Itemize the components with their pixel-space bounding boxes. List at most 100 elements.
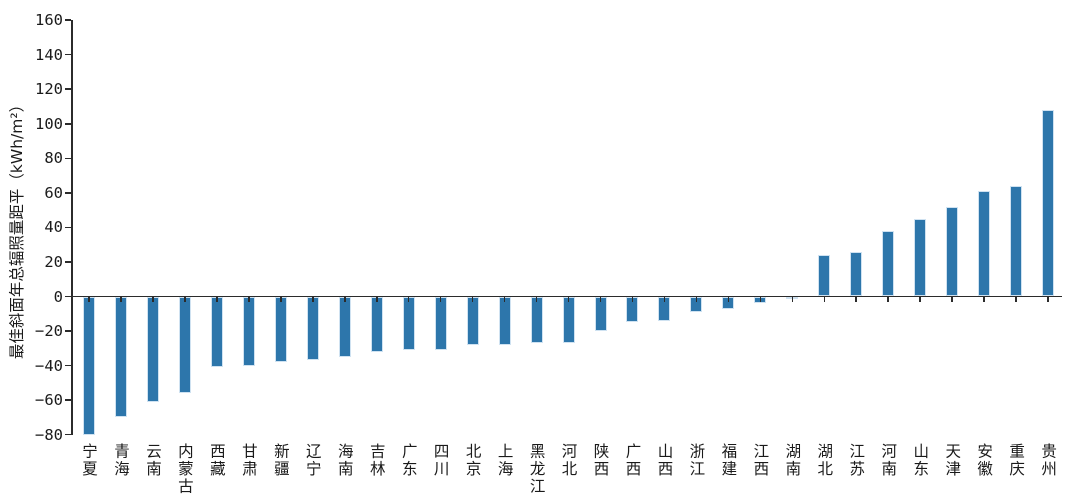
bar-黑龙江: [530, 296, 543, 344]
zero-baseline: [71, 295, 1062, 298]
x-tick-mark: [727, 297, 730, 302]
y-tick-mark: [65, 19, 71, 21]
bar-贵州: [1042, 109, 1055, 297]
y-tick-mark: [65, 157, 71, 160]
x-category-label: 重庆: [1007, 443, 1026, 478]
x-category-label: 宁夏: [80, 443, 98, 478]
x-category-label: 北京: [463, 443, 482, 478]
y-tick-label: −80: [35, 425, 63, 444]
x-tick-mark: [375, 297, 378, 302]
x-category-label: 四川: [431, 443, 450, 478]
x-tick-mark: [791, 297, 794, 302]
x-category-label: 山西: [655, 443, 674, 478]
x-category-label: 上海: [495, 443, 514, 478]
x-tick-mark: [280, 297, 282, 302]
x-category-label: 黑龙江: [527, 443, 546, 496]
x-category-label: 浙江: [687, 443, 706, 478]
x-category-label: 江苏: [847, 443, 866, 478]
y-tick-mark: [65, 53, 71, 56]
x-category-label: 云南: [143, 443, 162, 478]
x-category-label: 甘肃: [239, 443, 258, 478]
x-category-label: 河南: [879, 443, 898, 478]
bar-北京: [466, 296, 479, 345]
x-category-label: 辽宁: [303, 443, 322, 478]
bar-上海: [498, 296, 511, 345]
bar-辽宁: [306, 296, 319, 361]
x-category-label: 青海: [111, 443, 130, 478]
bar-甘肃: [242, 296, 255, 366]
y-tick-label: 100: [35, 114, 63, 133]
y-tick-mark: [65, 192, 71, 194]
x-tick-mark: [695, 297, 698, 302]
x-tick-mark: [439, 297, 442, 302]
x-category-label: 陕西: [591, 443, 610, 478]
y-tick-label: 40: [44, 218, 63, 237]
x-tick-mark: [535, 297, 538, 302]
y-tick-label: −60: [35, 391, 63, 410]
x-tick-mark: [919, 297, 921, 302]
y-tick-label: −20: [35, 322, 63, 341]
x-tick-mark: [663, 297, 666, 302]
bar-宁夏: [83, 296, 95, 435]
y-tick-mark: [65, 295, 71, 298]
x-category-label: 安徽: [975, 443, 994, 478]
x-tick-mark: [1015, 297, 1017, 302]
x-tick-mark: [311, 297, 314, 302]
bar-青海: [114, 296, 127, 418]
x-tick-mark: [567, 297, 570, 302]
x-category-label: 广东: [399, 443, 418, 478]
bar-云南: [146, 296, 159, 402]
x-category-label: 江西: [751, 443, 770, 478]
y-tick-label: 80: [44, 149, 63, 168]
x-category-label: 湖北: [815, 443, 834, 478]
bar-内蒙古: [178, 296, 191, 394]
x-category-label: 海南: [335, 443, 354, 478]
x-tick-mark: [887, 297, 890, 302]
x-category-label: 山东: [911, 443, 930, 478]
y-tick-mark: [65, 261, 71, 263]
bar-四川: [434, 296, 447, 351]
x-tick-mark: [631, 297, 634, 302]
y-tick-label: 120: [35, 80, 63, 99]
bar-西藏: [210, 296, 223, 368]
x-tick-mark: [599, 297, 602, 302]
x-tick-mark: [471, 297, 474, 302]
y-tick-mark: [65, 88, 71, 91]
bar-河北: [562, 296, 575, 344]
x-tick-mark: [120, 297, 122, 302]
bar-吉林: [370, 296, 383, 352]
bar-天津: [946, 206, 959, 297]
x-tick-mark: [343, 297, 346, 302]
x-category-label: 福建: [719, 443, 738, 478]
x-tick-mark: [951, 297, 953, 302]
y-tick-label: 20: [44, 252, 63, 271]
bar-海南: [338, 296, 351, 357]
y-axis-spine: [71, 19, 73, 436]
y-tick-mark: [65, 226, 71, 229]
x-category-label: 西藏: [207, 443, 226, 478]
x-tick-mark: [983, 297, 985, 302]
x-tick-mark: [855, 297, 858, 302]
x-category-label: 新疆: [271, 443, 290, 478]
bar-新疆: [274, 296, 287, 363]
bar-湖北: [818, 255, 831, 297]
x-category-label: 湖南: [783, 443, 802, 478]
x-tick-mark: [88, 297, 90, 302]
bar-重庆: [1010, 185, 1023, 297]
x-tick-mark: [407, 297, 410, 302]
x-tick-mark: [1047, 297, 1049, 302]
x-category-label: 天津: [943, 443, 962, 478]
bar-山东: [914, 218, 927, 297]
x-tick-mark: [759, 297, 762, 302]
x-tick-mark: [216, 297, 218, 302]
y-tick-mark: [65, 122, 71, 125]
y-tick-label: 160: [35, 11, 63, 30]
bar-江苏: [850, 251, 863, 297]
y-tick-label: 140: [35, 45, 63, 64]
y-tick-mark: [65, 330, 71, 332]
x-category-label: 吉林: [367, 443, 386, 478]
y-tick-label: −40: [35, 356, 63, 375]
y-tick-mark: [65, 433, 71, 436]
